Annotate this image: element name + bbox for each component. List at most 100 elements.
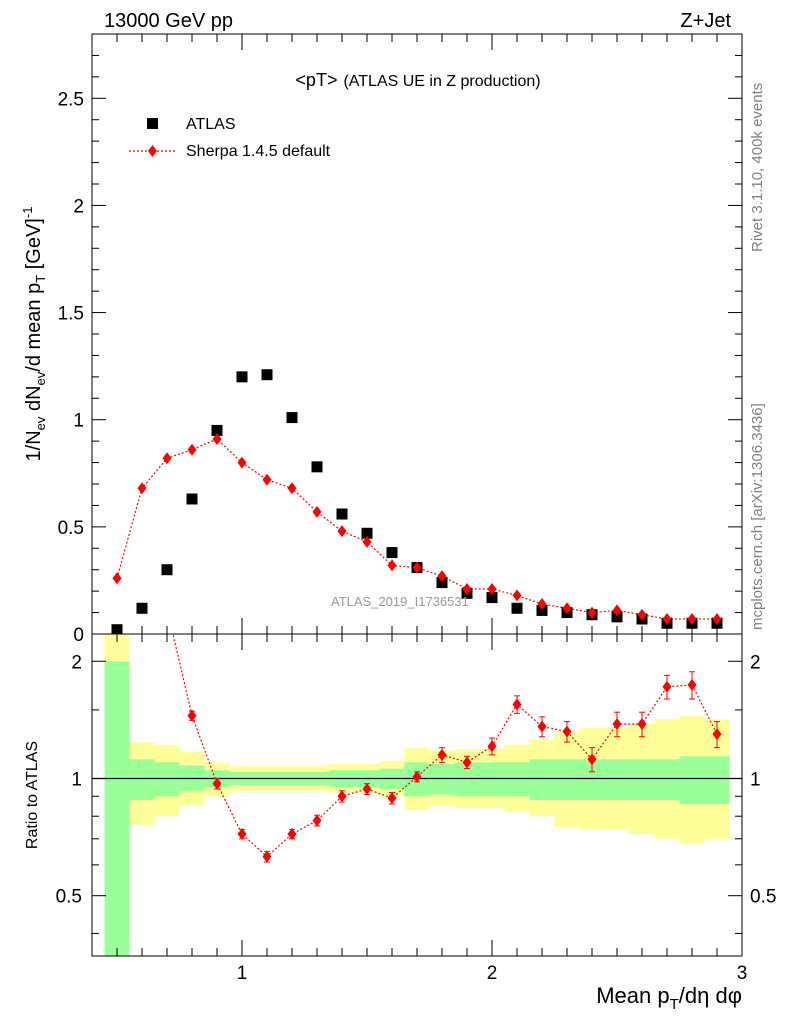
atlas-data-point	[511, 602, 523, 614]
main-y-tick-label: 2.5	[58, 89, 84, 110]
ratio-mc-point	[687, 678, 697, 691]
ratio-mc-point	[362, 782, 372, 795]
ratio-band-inner	[154, 762, 180, 797]
ratio-y-tick-label-right: 1	[750, 769, 761, 790]
atlas-data-point	[486, 592, 498, 604]
legend-atlas-label: ATLAS	[186, 116, 236, 133]
ratio-band-inner	[429, 763, 455, 795]
mc-data-point	[512, 589, 522, 602]
legend-mc-label: Sherpa 1.4.5 default	[186, 143, 331, 160]
ratio-y-tick-label: 0.5	[56, 887, 82, 908]
x-axis-label: Mean pT/dη dφ	[596, 983, 742, 1013]
mc-data-point	[187, 443, 197, 456]
ratio-band-inner	[479, 762, 505, 797]
ratio-mc-point	[187, 709, 197, 722]
mc-data-point	[662, 613, 672, 625]
mc-data-point	[287, 482, 297, 495]
header-energy-label: 13000 GeV pp	[104, 10, 233, 32]
ratio-mc-point	[287, 828, 297, 841]
ratio-mc-point	[462, 756, 472, 769]
atlas-data-point	[611, 611, 623, 623]
mc-data-point	[387, 559, 397, 572]
mc-curve-line	[116, 438, 717, 620]
ratio-y-tick-label-right: 0.5	[750, 887, 776, 908]
ratio-mc-point	[212, 777, 222, 790]
atlas-data-point	[261, 369, 273, 381]
mc-data-point	[337, 525, 347, 538]
ratio-band-inner	[554, 759, 580, 801]
mc-data-point	[687, 613, 697, 625]
ratio-y-axis-label: Ratio to ATLAS	[24, 741, 41, 849]
ratio-y-tick-label: 1	[71, 769, 82, 790]
atlas-data-point	[386, 547, 398, 559]
main-y-axis-label: 1/Nev dNev/d mean pT [GeV]-1	[20, 207, 48, 462]
ratio-mc-point	[587, 753, 597, 766]
plot-title-sub: (ATLAS UE in Z production)	[343, 73, 540, 90]
mc-data-point	[537, 598, 547, 610]
mc-data-point	[487, 583, 497, 595]
mc-data-point	[562, 602, 572, 615]
ratio-mc-point	[662, 680, 672, 693]
mc-data-point	[637, 608, 647, 621]
ratio-mc-point	[512, 698, 522, 711]
legend-atlas-marker	[147, 118, 158, 129]
legend-mc-marker	[148, 145, 157, 157]
main-plot-panel: ATLAS_2019_I1736531 0 0.5 1 1.5 2 2.5 <pT> (AT…	[20, 33, 743, 646]
main-y-tick-label: 2	[73, 196, 84, 217]
ratio-mc-point	[537, 720, 547, 733]
main-y-tick-label: 1	[73, 411, 84, 432]
legend: ATLAS Sherpa 1.4.5 default	[129, 116, 331, 160]
ratio-mc-point	[113, 339, 122, 351]
ratio-mc-point	[312, 814, 322, 827]
main-y-tick-label: 0	[73, 625, 84, 646]
ratio-y-tick-label: 2	[71, 652, 82, 673]
mc-data-point	[137, 482, 147, 495]
ratio-mc-point	[387, 792, 397, 805]
atlas-data-point	[286, 412, 298, 424]
ratio-y-tick-label-right: 2	[750, 652, 761, 673]
atlas-data-point	[536, 604, 548, 616]
mc-data-point	[362, 535, 372, 548]
ratio-mc-point	[337, 790, 347, 803]
ratio-mc-point	[262, 850, 272, 863]
ratio-band-inner	[629, 759, 655, 801]
atlas-data-point	[436, 577, 448, 589]
ratio-mc-point	[712, 728, 722, 741]
mc-data-point	[162, 452, 172, 465]
ratio-mc-point	[163, 603, 172, 615]
atlas-data-point	[236, 371, 248, 383]
atlas-data-point	[211, 424, 223, 436]
atlas-data-point	[161, 564, 173, 576]
x-tick-label: 3	[737, 963, 748, 984]
rivet-version-label: Rivet 3.1.10, 400k events	[749, 83, 766, 252]
ratio-band-inner	[704, 756, 730, 804]
atlas-data-point	[186, 493, 198, 505]
mc-data-point	[712, 613, 722, 625]
x-tick-label: 2	[487, 963, 498, 984]
mc-data-point	[412, 561, 422, 574]
atlas-data-point	[361, 527, 373, 539]
mc-data-point	[312, 505, 322, 518]
ratio-band-inner	[604, 759, 630, 801]
ratio-mc-point	[612, 718, 622, 731]
atlas-data-point	[136, 602, 148, 614]
mc-data-point	[587, 606, 597, 619]
header-process-label: Z+Jet	[680, 10, 731, 32]
mc-data-point	[237, 456, 247, 469]
main-y-tick-label: 1.5	[58, 304, 84, 325]
mc-data-point	[262, 473, 272, 486]
ratio-band-inner	[504, 762, 530, 797]
ratio-band-inner	[529, 759, 555, 801]
ratio-band-inner	[654, 759, 680, 801]
ratio-mc-point	[637, 718, 647, 731]
ratio-mc-point	[562, 725, 572, 738]
ratio-plot-panel: 0.5 0.5 1 1 2 2 1 2 3 Ratio to ATLAS Mean pT/dη …	[24, 339, 776, 1013]
main-y-tick-label: 0.5	[58, 518, 84, 539]
ratio-band-inner	[104, 661, 130, 956]
ratio-mc-point	[487, 740, 497, 753]
ratio-mc-point	[437, 748, 447, 761]
watermark-label: ATLAS_2019_I1736531	[331, 594, 469, 609]
atlas-data-point	[336, 508, 348, 520]
mc-data-point	[437, 570, 447, 583]
